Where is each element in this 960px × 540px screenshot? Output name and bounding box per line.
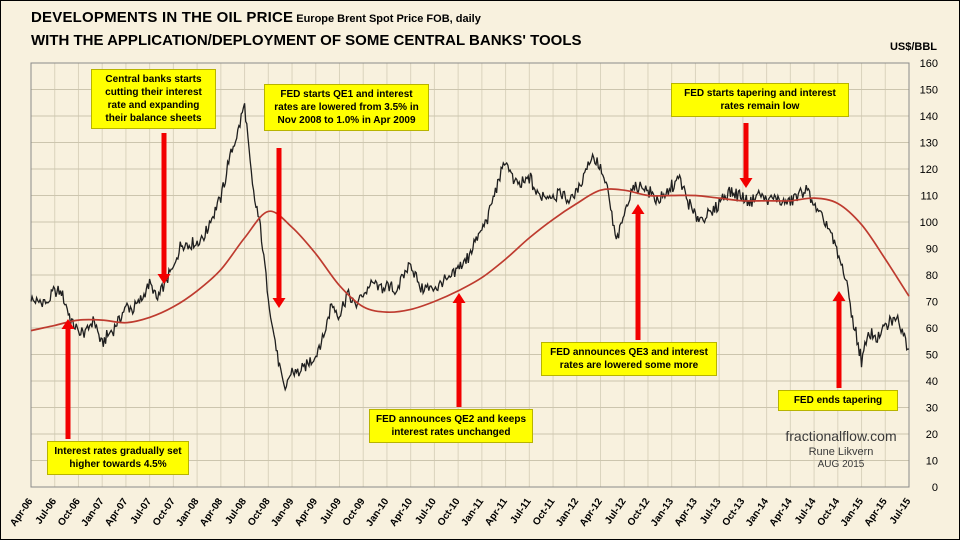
y-tick-label: 90: [926, 244, 938, 256]
y-tick-label: 100: [920, 217, 938, 229]
x-tick-label: Oct-13: [720, 496, 747, 528]
y-tick-label: 150: [920, 85, 938, 97]
x-tick-label: Apr-08: [198, 496, 225, 529]
annotation-arrowhead: [61, 319, 75, 329]
annotation-arrowhead: [832, 291, 846, 301]
x-tick-label: Jan-10: [364, 496, 391, 529]
chart-header: DEVELOPMENTS IN THE OIL PRICE Europe Bren…: [31, 9, 582, 49]
y-tick-label: 10: [926, 456, 938, 468]
y-tick-label: 80: [926, 270, 938, 282]
annotation-arrows: [61, 123, 846, 439]
title-row: DEVELOPMENTS IN THE OIL PRICE Europe Bren…: [31, 9, 582, 27]
page-subtitle: Europe Brent Spot Price FOB, daily: [296, 13, 481, 25]
watermark: fractionalflow.com Rune Likvern AUG 2015: [759, 428, 923, 470]
annotation-callout: FED announces QE2 and keeps interest rat…: [369, 409, 533, 443]
y-tick-label: 50: [926, 350, 938, 362]
x-tick-label: Jan-09: [269, 496, 296, 529]
trend-series-line: [30, 188, 910, 332]
x-tick-label: Jan-12: [554, 496, 581, 529]
page-title: DEVELOPMENTS IN THE OIL PRICE: [31, 9, 294, 26]
y-tick-label: 40: [926, 376, 938, 388]
x-axis-labels: Apr-06Jul-06Oct-06Jan-07Apr-07Jul-07Oct-…: [8, 496, 913, 529]
y-axis-unit-label: US$/BBL: [889, 41, 937, 53]
x-tick-label: Apr-07: [103, 496, 130, 529]
y-tick-label: 30: [926, 403, 938, 415]
annotation-arrowhead: [631, 204, 645, 214]
annotation-callout: FED announces QE3 and interest rates are…: [541, 342, 717, 376]
annotation-callout: FED ends tapering: [778, 390, 898, 411]
x-tick-label: Oct-10: [436, 496, 463, 528]
plot-border: [30, 62, 910, 488]
y-tick-label: 70: [926, 297, 938, 309]
x-tick-label: Apr-12: [578, 496, 605, 529]
y-tick-label: 160: [920, 58, 938, 70]
x-tick-label: Jan-08: [174, 496, 201, 529]
x-tick-label: Oct-07: [151, 496, 178, 528]
annotation-arrowhead: [452, 293, 466, 303]
x-tick-label: Oct-14: [815, 496, 842, 528]
x-tick-label: Oct-12: [626, 496, 653, 528]
y-tick-label: 110: [920, 191, 938, 203]
x-tick-label: Jan-13: [649, 496, 676, 529]
x-tick-label: Apr-15: [863, 496, 890, 529]
y-tick-label: 140: [920, 111, 938, 123]
y-tick-label: 20: [926, 429, 938, 441]
x-tick-label: Apr-11: [483, 496, 510, 528]
x-tick-label: Apr-10: [388, 496, 415, 529]
watermark-site: fractionalflow.com: [785, 428, 897, 444]
annotation-callout: Interest rates gradually set higher towa…: [47, 441, 189, 475]
price-series-line: [30, 103, 910, 392]
y-axis-labels: 0 10 20 30 40 50 60 70 80 90 100 110 120 130 140 150 160: [920, 58, 938, 494]
x-tick-label: Jul-15: [888, 496, 914, 526]
annotation-arrowhead: [272, 298, 286, 308]
annotation-callout: FED starts QE1 and interest rates are lo…: [264, 84, 429, 131]
annotation-arrowhead: [157, 274, 171, 284]
watermark-date: AUG 2015: [817, 459, 865, 470]
y-tick-label: 130: [920, 138, 938, 150]
x-tick-label: Oct-08: [246, 496, 273, 528]
annotation-callout: FED starts tapering and interest rates r…: [671, 83, 849, 117]
y-tick-label: 60: [926, 323, 938, 335]
watermark-author: Rune Likvern: [808, 446, 874, 458]
x-tick-label: Oct-06: [56, 496, 83, 528]
x-tick-label: Apr-13: [673, 496, 700, 529]
y-tick-label: 0: [932, 482, 938, 494]
x-tick-label: Apr-14: [768, 496, 795, 529]
y-tick-label: 120: [920, 164, 938, 176]
x-tick-label: Jan-14: [744, 496, 771, 529]
annotation-arrowhead: [739, 178, 753, 188]
x-tick-label: Oct-09: [341, 496, 368, 528]
x-tick-label: Jan-11: [459, 496, 486, 528]
x-tick-label: Apr-06: [8, 496, 35, 529]
x-tick-label: Apr-09: [293, 496, 320, 529]
annotation-callout: Central banks starts cutting their inter…: [91, 69, 216, 129]
x-tick-label: Jan-15: [839, 496, 866, 529]
x-tick-label: Jan-07: [79, 496, 106, 529]
page-title-line2: WITH THE APPLICATION/DEPLOYMENT OF SOME …: [31, 32, 582, 49]
